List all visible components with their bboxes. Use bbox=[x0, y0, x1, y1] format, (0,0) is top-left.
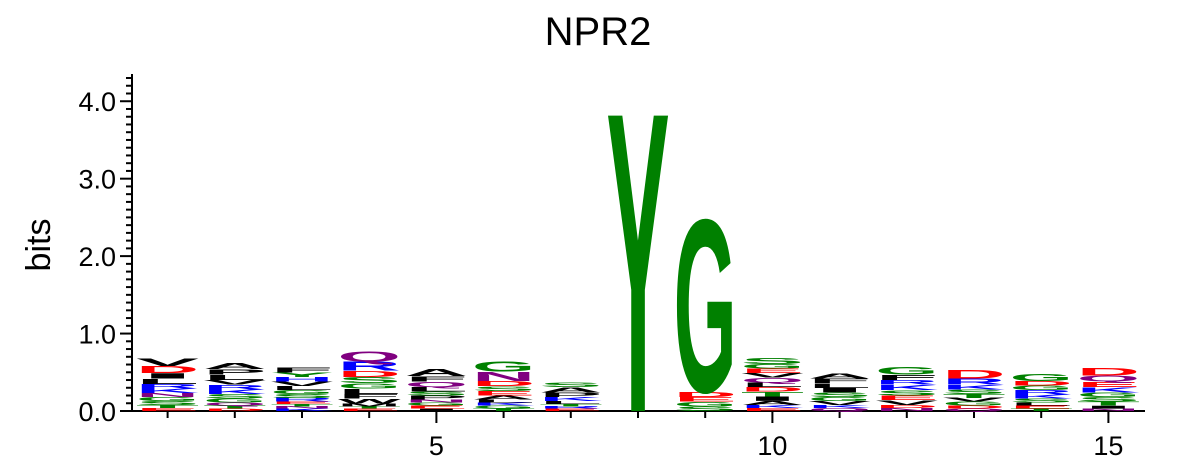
logo-column-3: KNTERSGLVHYF bbox=[270, 365, 334, 411]
y-tick-label: 3.0 bbox=[78, 165, 116, 195]
x-tick-label: 15 bbox=[1093, 431, 1123, 461]
logo-letter-G: G bbox=[875, 365, 938, 377]
logo-letter-G: G bbox=[472, 358, 535, 375]
y-tick-label: 1.0 bbox=[78, 320, 116, 350]
logo-letter-D: D bbox=[942, 368, 1005, 381]
logo-letters: ETSGNKRLIDVDTQGSKRVLPAKNTERSGLVHYFETMWFL… bbox=[136, 23, 1140, 471]
logo-letter-A: A bbox=[808, 372, 871, 380]
x-tick-label: 5 bbox=[429, 431, 444, 461]
logo-letter-A: A bbox=[203, 362, 266, 372]
y-axis-label: bits bbox=[20, 219, 58, 272]
logo-letter-D: D bbox=[1077, 366, 1140, 378]
logo-letter-Q: Q bbox=[338, 348, 401, 365]
logo-column-10: EKAITDLQVEGS bbox=[741, 356, 805, 412]
logo-column-8: Y bbox=[606, 23, 669, 471]
logo-letter-F: F bbox=[270, 365, 333, 373]
y-tick-label: 0.0 bbox=[78, 397, 116, 427]
logo-letter-S: S bbox=[741, 356, 804, 366]
y-tick-label: 2.0 bbox=[78, 242, 116, 272]
logo-letter-Y: Y bbox=[606, 23, 669, 471]
logo-letter-S: S bbox=[539, 381, 602, 388]
y-tick-label: 4.0 bbox=[78, 87, 116, 117]
logo-column-15: NITSGKEQD bbox=[1077, 366, 1140, 412]
logo-letter-G: G bbox=[674, 169, 737, 446]
y-axis: 0.0 1.0 2.0 3.0 4.0 bbox=[78, 74, 132, 427]
x-tick-label: 10 bbox=[757, 431, 787, 461]
logo-column-5: IEGNPSLQFA bbox=[405, 368, 468, 412]
logo-letter-G: G bbox=[1010, 372, 1073, 383]
logo-letter-A: A bbox=[405, 368, 468, 379]
logo-letter-V: V bbox=[136, 356, 199, 368]
